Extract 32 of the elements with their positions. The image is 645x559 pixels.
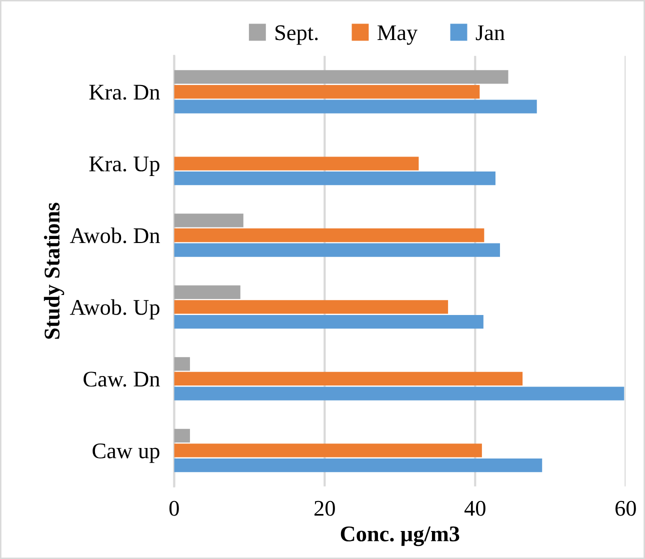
y-tick-label: Awob. Up	[70, 299, 160, 320]
x-tick-label: 0	[169, 500, 179, 516]
bar	[174, 285, 240, 299]
legend-label: Jan	[476, 25, 505, 40]
legend-label: Sept.	[276, 25, 318, 45]
bar	[174, 314, 484, 329]
bar	[174, 386, 624, 400]
bar	[174, 100, 537, 114]
bar	[174, 214, 244, 228]
bar	[174, 458, 542, 472]
bar	[174, 444, 482, 458]
x-tick-label: 20	[314, 500, 335, 516]
bar	[174, 70, 508, 84]
y-axis-title: Study Stations	[44, 202, 64, 339]
y-tick-label: Caw up	[92, 443, 160, 463]
bar	[174, 228, 484, 242]
y-tick-label: Kra. Up	[89, 156, 160, 176]
x-tick-label: 40	[464, 500, 486, 516]
bar	[174, 300, 448, 314]
bar	[174, 372, 523, 386]
bar	[174, 84, 480, 99]
x-axis-title: Conc. µg/m3	[340, 526, 460, 546]
y-tick-label: Kra. Dn	[89, 84, 160, 100]
legend-label: May	[378, 25, 418, 45]
bar	[174, 172, 496, 186]
bar	[174, 428, 190, 442]
y-tick-label: Caw. Dn	[84, 372, 160, 387]
bar	[174, 357, 190, 371]
x-tick-label: 60	[615, 500, 636, 516]
bar	[174, 243, 500, 257]
y-tick-label: Awob. Dn	[70, 228, 160, 244]
bar	[174, 156, 419, 170]
